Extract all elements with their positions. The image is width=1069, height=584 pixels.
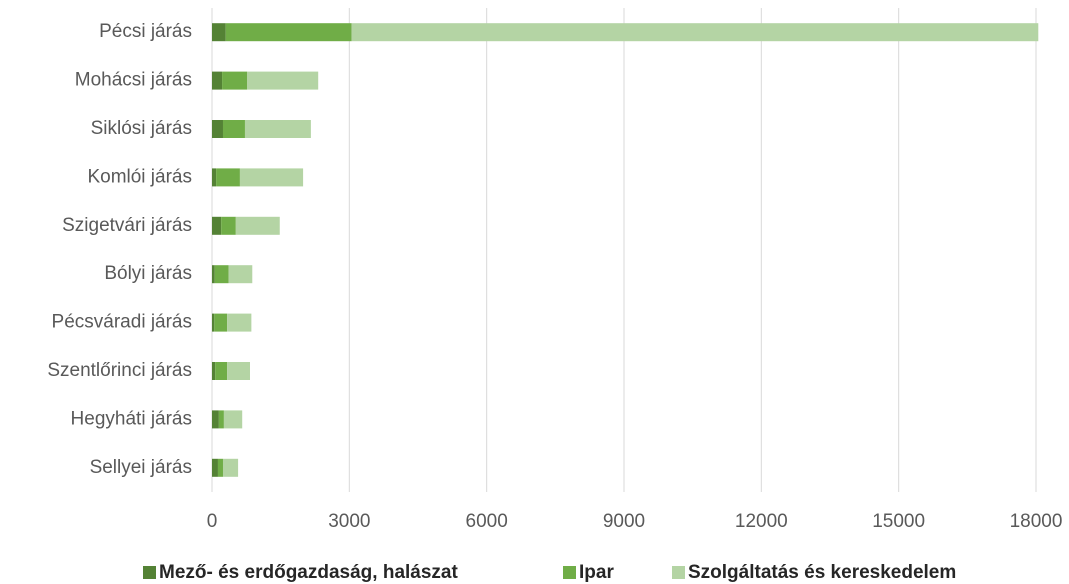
legend-swatch [143,566,156,579]
x-tick-label: 9000 [603,511,645,532]
bar-segment [217,458,223,477]
bar-segment [212,120,223,138]
bar-segment [221,216,236,235]
x-tick-label: 18000 [1010,511,1063,532]
bar-segment [222,71,248,90]
bar-segment [235,216,280,235]
bar-segment [351,23,1039,42]
bar-segment [212,362,216,380]
bar-segment [244,120,311,138]
y-tick-label: Sellyei járás [90,457,192,478]
y-tick-label: Mohácsi járás [75,70,192,91]
bar-segment [214,265,229,284]
bar-segment [215,362,228,380]
bar-segment [212,410,219,429]
y-tick-label: Hegyháti járás [71,408,192,429]
legend-label: Mező- és erdőgazdaság, halászat [159,562,458,583]
bar-segment [223,410,243,429]
bar-segment [212,265,215,284]
legend-label: Ipar [579,562,614,583]
bar-segment [227,362,250,380]
bar-segment [222,120,245,138]
bar-segment [228,265,253,284]
y-tick-label: Siklósi járás [91,118,192,139]
legend-label: Szolgáltatás és kereskedelem [688,562,956,583]
y-tick-label: Szigetvári járás [62,215,192,236]
bar-segment [227,313,252,332]
y-tick-label: Pécsi járás [99,21,192,42]
y-tick-label: Szentlőrinci járás [47,360,192,381]
bar-segment [218,410,224,429]
bar-segment [212,71,223,90]
y-tick-label: Pécsváradi járás [52,312,192,333]
bar-segment [222,458,239,477]
x-tick-label: 15000 [872,511,925,532]
y-tick-label: Bólyi járás [104,263,192,284]
bar-segment [212,216,222,235]
x-tick-label: 3000 [328,511,370,532]
bar-segment [247,71,319,90]
bar-segment [216,168,240,187]
bar-segment [239,168,304,187]
bar-segment [225,23,352,42]
x-tick-label: 6000 [466,511,508,532]
y-tick-label: Komlói járás [87,166,192,187]
legend-swatch [563,566,576,579]
bar-segment [212,313,215,332]
x-tick-label: 0 [207,511,218,532]
x-tick-label: 12000 [735,511,788,532]
legend-swatch [672,566,685,579]
bar-segment [212,23,226,42]
bar-segment [212,168,217,187]
bar-segment [212,458,218,477]
bar-segment [214,313,228,332]
